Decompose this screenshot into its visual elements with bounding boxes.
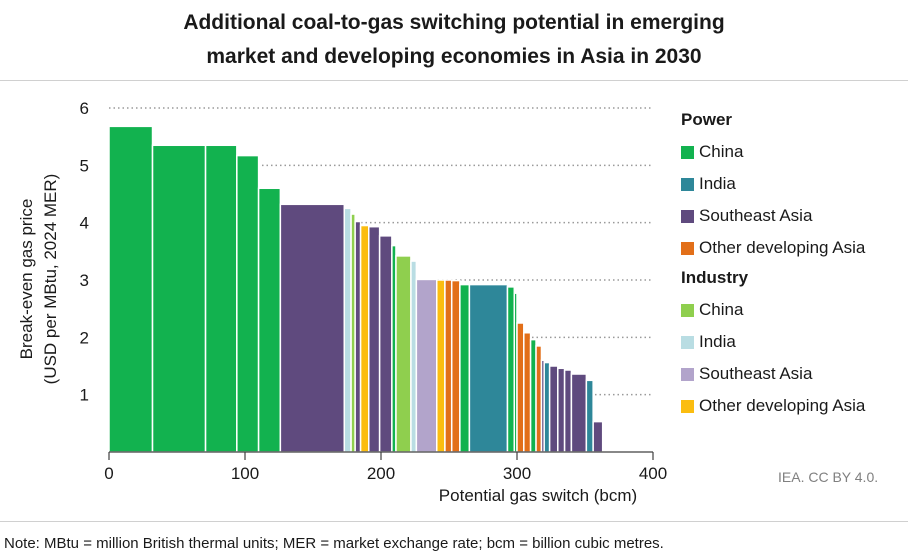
chart-title-line-2: market and developing economies in Asia … [206, 45, 702, 68]
bar-15 [415, 278, 438, 453]
bar-17 [444, 279, 453, 453]
y-tick-label-3: 3 [80, 271, 89, 290]
legend-label: Other developing Asia [699, 238, 866, 257]
legend-label: Southeast Asia [699, 364, 813, 383]
bar-5 [279, 203, 346, 453]
bar-34 [592, 420, 604, 453]
x-tick-label-100: 100 [231, 464, 259, 483]
x-axis-label: Potential gas switch (bcm) [439, 486, 637, 505]
legend-swatch [681, 367, 694, 381]
bar-14 [410, 260, 418, 453]
legend-swatch [681, 177, 694, 191]
legend-item-power-china: China [681, 136, 906, 168]
y-tick-labels: 1 2 3 4 5 6 [80, 99, 89, 405]
bar-0 [108, 125, 154, 453]
legend-heading-power: Power [681, 110, 733, 129]
bar-11 [378, 235, 393, 453]
legend-swatch [681, 335, 694, 349]
x-tick-label-300: 300 [503, 464, 531, 483]
bar-19 [459, 283, 471, 453]
y-tick-label-5: 5 [80, 156, 89, 175]
y-tick-label-2: 2 [80, 328, 89, 347]
legend-item-industry-india: India [681, 326, 906, 358]
bar-1 [151, 144, 207, 453]
x-tick-labels: 0 100 200 300 400 [104, 464, 667, 483]
axes [108, 451, 654, 460]
credit-text: IEA. CC BY 4.0. [778, 469, 879, 485]
legend-label: Other developing Asia [699, 396, 866, 415]
bar-28 [543, 361, 551, 453]
legend-label: China [699, 300, 744, 319]
legend-label: India [699, 174, 736, 193]
legend-item-industry-southeast-asia: Southeast Asia [681, 358, 906, 390]
bar-13 [395, 255, 412, 453]
legend-item-industry-other-developing-asia: Other developing Asia [681, 390, 906, 422]
legend-swatch [681, 399, 694, 413]
chart-title: Additional coal-to-gas switching potenti… [120, 6, 788, 74]
bar-6 [343, 207, 352, 453]
legend-item-power-other-developing-asia: Other developing Asia [681, 232, 906, 264]
bar-21 [506, 286, 516, 453]
bar-32 [570, 373, 588, 453]
bar-31 [563, 369, 573, 453]
legend-label: China [699, 142, 744, 161]
bar-2 [204, 144, 238, 453]
bar-33 [585, 379, 594, 453]
supply-curve-chart: 1 2 3 4 5 6 0 100 200 300 400 Break-even gas pric… [17, 99, 667, 505]
legend-item-power-india: India [681, 168, 906, 200]
x-tick-label-200: 200 [367, 464, 395, 483]
legend-item-power-southeast-asia: Southeast Asia [681, 200, 906, 232]
legend-swatch [681, 145, 694, 159]
y-tick-label-6: 6 [80, 99, 89, 118]
y-axis-label-line-2: (USD per MBtu, 2024 MER) [41, 174, 60, 385]
y-axis-label-line-1: Break-even gas price [17, 199, 36, 360]
chart-frame: 1 2 3 4 5 6 0 100 200 300 400 Break-even gas pric… [0, 80, 908, 522]
bar-4 [257, 187, 282, 453]
bar-25 [529, 338, 537, 453]
title-bar: Additional coal-to-gas switching potenti… [0, 0, 908, 80]
bar-26 [535, 345, 543, 453]
bar-10 [368, 225, 381, 453]
legend-label: India [699, 332, 736, 351]
y-tick-label-4: 4 [80, 214, 89, 233]
bar-8 [354, 220, 362, 453]
legend-heading-industry: Industry [681, 268, 749, 287]
legend-swatch [681, 303, 694, 317]
bar-29 [548, 365, 559, 453]
bars [108, 125, 604, 453]
legend-item-industry-china: China [681, 294, 906, 326]
bar-18 [450, 279, 461, 453]
bar-23 [516, 322, 525, 453]
legend-swatch [681, 241, 694, 255]
legend-label: Southeast Asia [699, 206, 813, 225]
bar-3 [236, 154, 260, 453]
chart-title-line-1: Additional coal-to-gas switching potenti… [183, 11, 725, 34]
x-tick-label-400: 400 [639, 464, 667, 483]
bar-9 [359, 224, 370, 453]
bar-24 [523, 331, 532, 453]
bar-30 [557, 367, 566, 453]
bar-20 [468, 283, 509, 453]
legend-swatch [681, 209, 694, 223]
bar-16 [436, 279, 446, 453]
y-tick-label-1: 1 [80, 386, 89, 405]
x-tick-label-0: 0 [104, 464, 113, 483]
footnote: Note: MBtu = million British thermal uni… [4, 535, 664, 552]
legend: Power China India Southeast Asia Other d… [681, 106, 906, 422]
